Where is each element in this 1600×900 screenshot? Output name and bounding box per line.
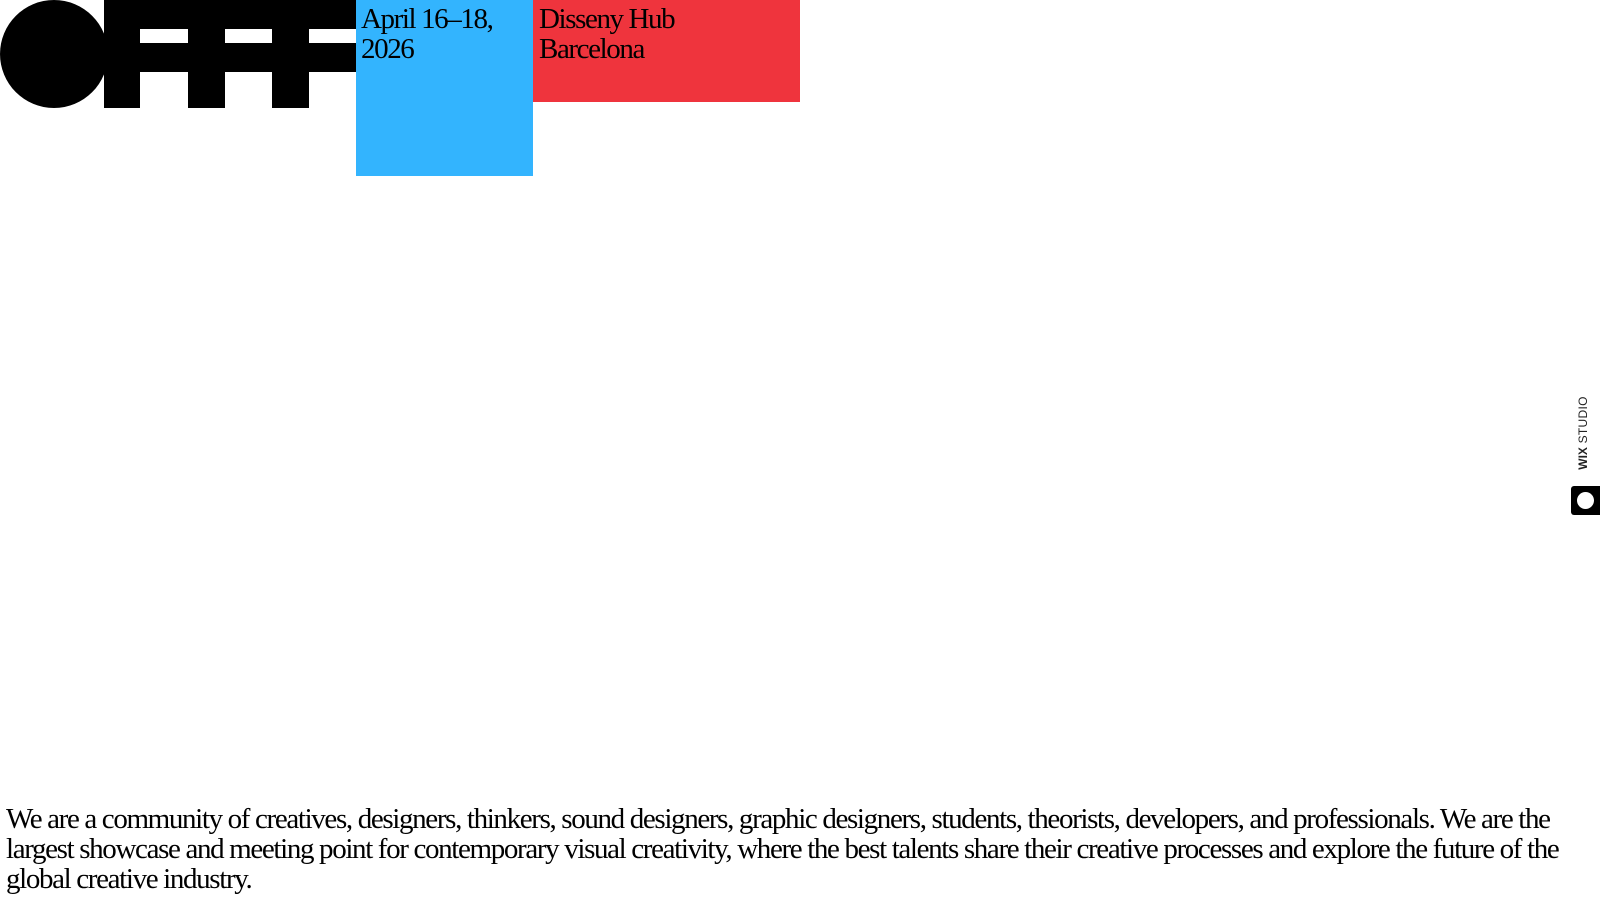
wix-brand-bold: WIX <box>1576 447 1590 470</box>
wix-studio-badge[interactable]: WIX STUDIO <box>1566 390 1600 516</box>
offf-logo-letters-fff <box>104 0 356 108</box>
offf-logo-letter-o <box>0 0 108 108</box>
event-dates-block: April 16–18, 2026 <box>356 0 533 176</box>
event-venue-block: Disseny Hub Barcelona <box>533 0 800 102</box>
event-venue: Disseny Hub Barcelona <box>539 3 676 65</box>
intro-paragraph: We are a community of creatives, designe… <box>6 803 1560 895</box>
wix-studio-text: WIX STUDIO <box>1576 396 1590 469</box>
wix-studio-label[interactable]: WIX STUDIO <box>1566 390 1600 476</box>
wix-toggle-icon[interactable] <box>1571 486 1600 515</box>
wix-toggle-circle <box>1577 492 1594 509</box>
wix-brand-light: STUDIO <box>1576 396 1590 448</box>
event-dates: April 16–18, 2026 <box>361 3 494 65</box>
offf-logo[interactable] <box>0 0 356 108</box>
